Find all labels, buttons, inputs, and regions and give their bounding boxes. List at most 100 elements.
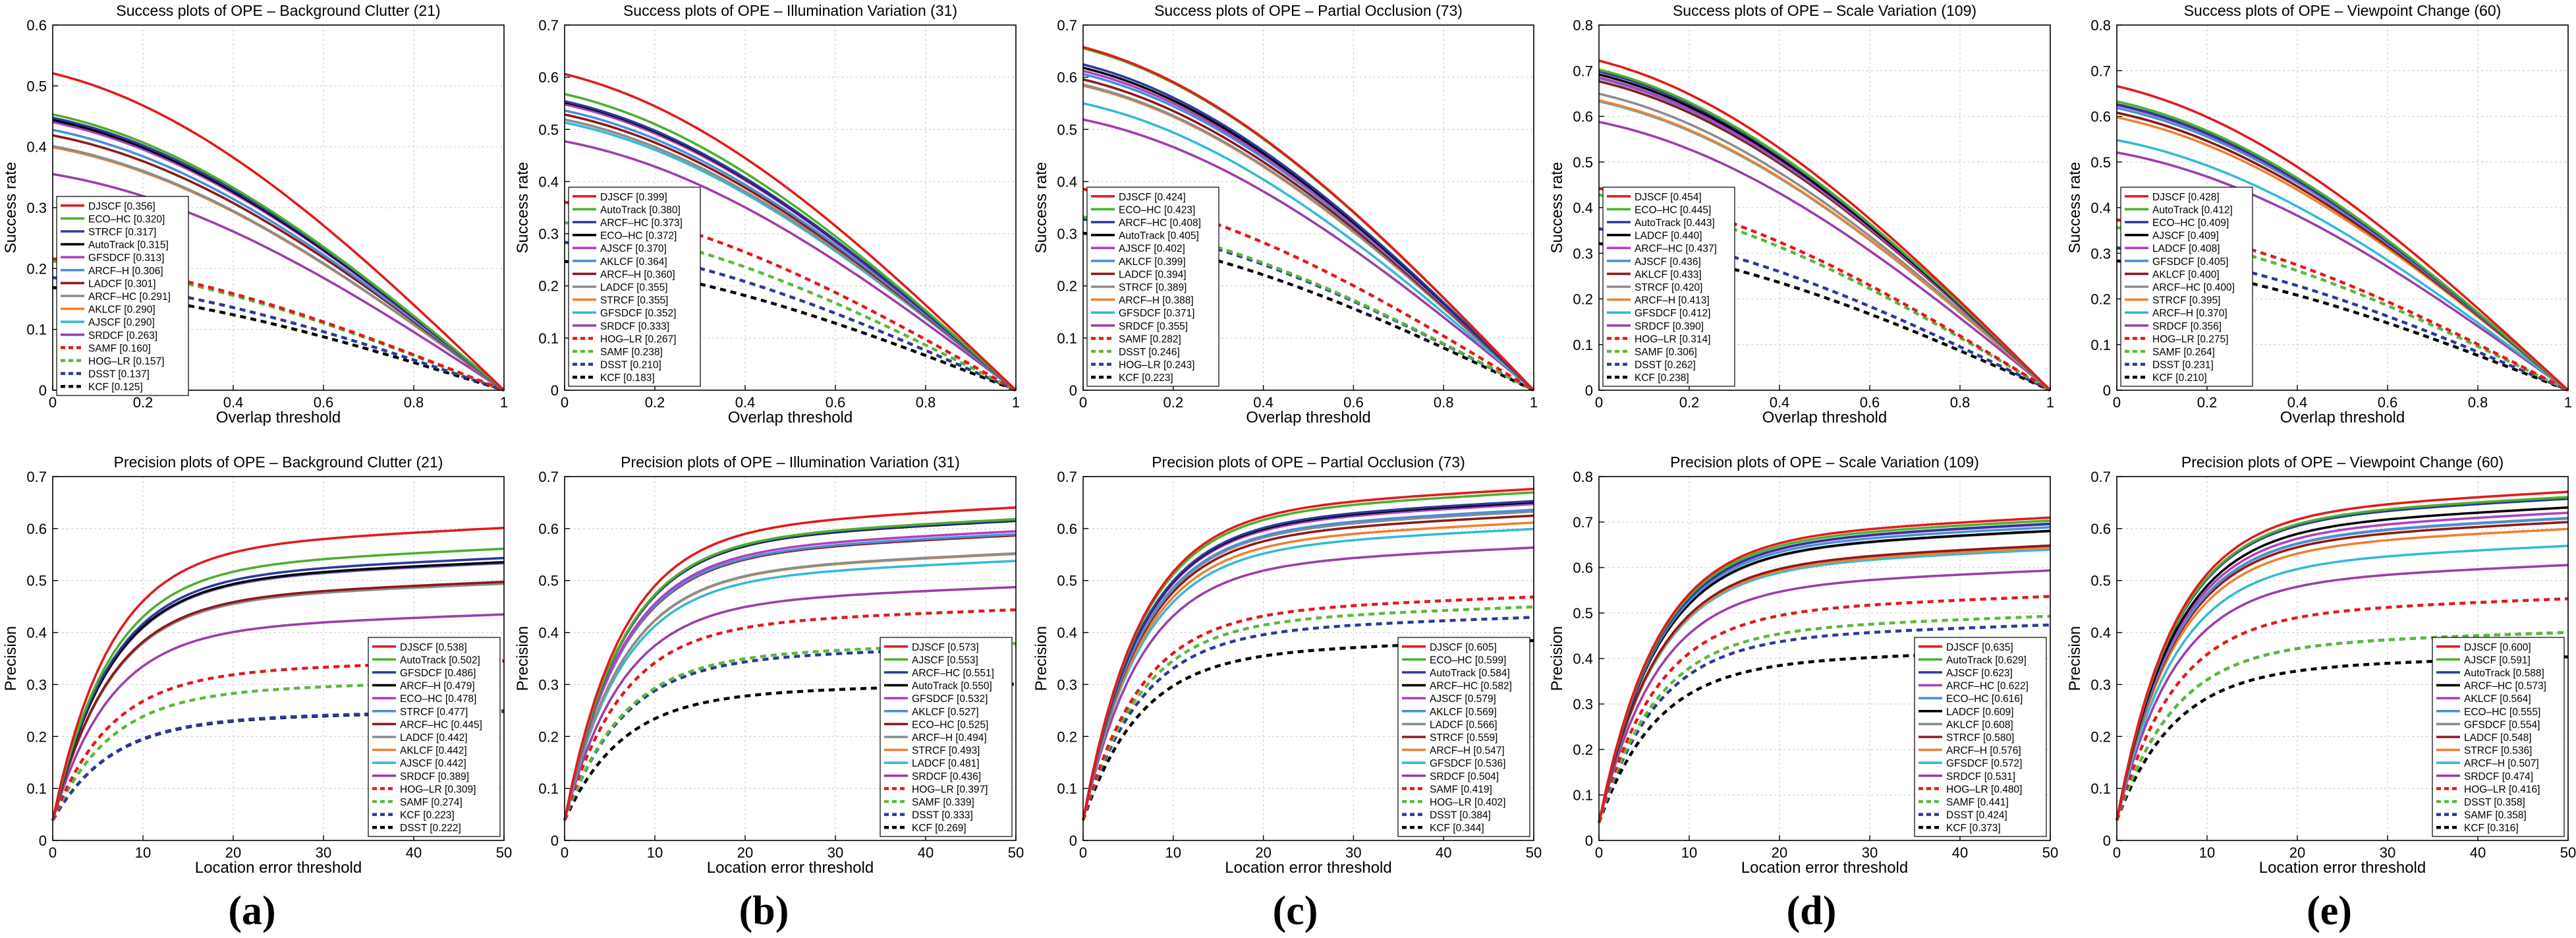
series-line-arcf-hc (1082, 63, 1535, 392)
legend: DJSCF [0.573] AJSCF [0.553] ARCF–HC [0.551… (880, 637, 1013, 837)
series-line-srdcf (1082, 546, 1534, 821)
legend-entry: AKLCF [0.442] (400, 746, 467, 757)
legend-entry: ECO–HC [0.478] (400, 693, 476, 705)
series-line-eco-hc (2115, 517, 2569, 821)
legend-entry: STRCF [0.355] (600, 295, 668, 307)
legend-entry: ARCF–H [0.507] (2464, 758, 2539, 769)
legend-entry: AutoTrack [0.629] (1946, 655, 2027, 666)
x-axis-label: Overlap threshold (1246, 409, 1370, 426)
series-line-ajscf (1598, 522, 2051, 823)
series-line-kcf (1597, 649, 2051, 823)
legend: DJSCF [0.538] AutoTrack [0.502] GFSDCF [0.… (368, 637, 501, 837)
series-line-strcf (1598, 92, 2052, 392)
x-tick-label: 40 (918, 844, 934, 861)
y-tick-label: 0.8 (2090, 17, 2111, 34)
y-tick-label: 0.6 (538, 69, 559, 86)
legend-entry: STRCF [0.536] (2464, 746, 2532, 757)
legend-entry: ARCF–H [0.547] (1430, 746, 1505, 757)
y-tick-label: 0.2 (538, 728, 559, 745)
x-tick-label: 30 (1345, 844, 1361, 861)
chart-panel-c-precision: Precision plots of OPE – Partial Occlusi… (1032, 454, 1542, 877)
chart-title: Precision plots of OPE – Viewpoint Chang… (2181, 454, 2504, 471)
x-tick-label: 50 (2042, 844, 2058, 861)
legend-entry: ARCF–H [0.494] (912, 732, 987, 744)
legend-entry: DSST [0.424] (1946, 810, 2007, 821)
series-line-arcf-hc (2115, 506, 2569, 821)
x-tick-label: 0.4 (2287, 394, 2308, 411)
x-tick-label: 0 (49, 844, 57, 861)
x-tick-label: 20 (737, 844, 753, 861)
chart-panel-b-precision: Precision plots of OPE – Illumination Va… (514, 454, 1024, 877)
y-tick-label: 0.1 (538, 780, 559, 797)
legend-entry: KCF [0.344] (1430, 823, 1484, 834)
y-tick-label: 0.6 (26, 17, 47, 34)
legend-entry: DJSCF [0.356] (88, 201, 155, 212)
legend-entry: DJSCF [0.428] (2152, 192, 2220, 203)
legend-entry: ARCF–H [0.388] (1119, 295, 1194, 307)
x-axis-label: Location error threshold (707, 859, 874, 877)
y-axis-label: Precision (1548, 626, 1566, 691)
legend-entry: ECO–HC [0.599] (1430, 655, 1506, 666)
y-tick-label: 0.2 (1573, 291, 1593, 308)
series-line-eco-hc (1598, 526, 2051, 823)
legend-entry: ECO–HC [0.409] (2152, 218, 2229, 229)
x-tick-label: 10 (647, 844, 663, 861)
x-tick-label: 1 (1530, 394, 1538, 411)
series-line-ajscf (2115, 496, 2569, 821)
y-tick-label: 0 (2103, 382, 2111, 399)
x-axis-label: Overlap threshold (1762, 409, 1887, 426)
x-tick-label: 0.2 (2197, 394, 2218, 411)
legend-entry: DSST [0.262] (1635, 360, 1696, 371)
series-line-srdcf (563, 585, 1017, 821)
x-tick-label: 0 (561, 394, 569, 411)
x-axis-label: Location error threshold (1741, 859, 1908, 877)
legend-entry: STRCF [0.395] (2152, 295, 2220, 307)
x-tick-label: 40 (1952, 844, 1968, 861)
legend-entry: KCF [0.223] (400, 810, 455, 821)
series-line-hog-lr (1597, 595, 2051, 823)
legend: DJSCF [0.635] AutoTrack [0.629] AJSCF [0.6… (1914, 637, 2047, 837)
series-line-srdcf (1082, 118, 1535, 392)
y-tick-label: 0.6 (1573, 109, 1593, 125)
legend-entry: SRDCF [0.333] (600, 321, 669, 332)
x-tick-label: 0.6 (826, 394, 846, 411)
y-tick-label: 0.2 (2090, 728, 2111, 745)
legend: DJSCF [0.399]AutoTrack [0.380] ARCF–HC [0… (568, 187, 701, 387)
y-tick-label: 0.7 (1057, 17, 1077, 34)
series-line-arcf-hc (52, 144, 505, 392)
y-tick-label: 0.2 (26, 260, 47, 277)
y-tick-label: 0.4 (2090, 625, 2111, 641)
series-line-djscf (2116, 84, 2569, 392)
y-tick-label: 0.5 (1057, 121, 1077, 138)
plot-frame (1598, 476, 2051, 841)
y-axis-label: Success rate (2, 162, 20, 254)
legend-entry: HOG–LR [0.416] (2464, 784, 2540, 795)
legend-entry: ARCF–H [0.479] (400, 681, 475, 692)
plot-frame (52, 24, 505, 391)
x-tick-label: 0.6 (2378, 394, 2398, 411)
legend-entry: SAMF [0.274] (400, 797, 462, 808)
legend-entry: ECO–HC [0.320] (88, 214, 165, 225)
legend-entry: AJSCF [0.553] (912, 655, 978, 666)
series-line-autotrack (1082, 500, 1534, 821)
legend-entry: KCF [0.269] (912, 823, 966, 834)
y-axis-label: Success rate (1548, 162, 1566, 254)
legend-entry: AutoTrack [0.443] (1635, 218, 1715, 229)
y-tick-label: 0.5 (1573, 154, 1593, 171)
legend-entry: SAMF [0.282] (1119, 334, 1181, 345)
legend-entry: HOG–LR [0.397] (912, 784, 988, 795)
series-line-arcf-h (51, 561, 505, 821)
series-line-aklcf (1082, 508, 1534, 821)
y-tick-label: 0.4 (1573, 200, 1593, 216)
y-tick-label: 0.4 (1573, 651, 1593, 667)
legend-entry: STRCF [0.559] (1430, 732, 1498, 744)
series-line-autotrack (51, 547, 505, 821)
series-line-srdcf (1598, 121, 2052, 392)
legend-entry: STRCF [0.317] (88, 227, 156, 238)
y-tick-label: 0.1 (1057, 330, 1077, 347)
y-tick-label: 0.8 (1573, 469, 1593, 485)
x-tick-label: 0.8 (2468, 394, 2488, 411)
x-tick-label: 0 (1595, 844, 1603, 861)
series-line-ajscf (563, 517, 1017, 821)
